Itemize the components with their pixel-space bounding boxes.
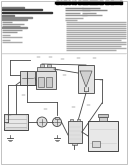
- Bar: [2, 19, 27, 20]
- Bar: [89, 0, 90, 4]
- Bar: [100, 0, 101, 4]
- Bar: [37, 67, 55, 71]
- Bar: [65, 19, 77, 20]
- Bar: [55, 116, 59, 119]
- Bar: [20, 71, 35, 85]
- Bar: [65, 0, 66, 4]
- Bar: [2, 21, 12, 22]
- Bar: [92, 141, 100, 147]
- Bar: [87, 0, 88, 4]
- Bar: [117, 0, 118, 4]
- Bar: [75, 0, 76, 4]
- Bar: [72, 143, 77, 145]
- Bar: [77, 119, 80, 121]
- Bar: [2, 17, 32, 18]
- Bar: [83, 0, 84, 4]
- Bar: [82, 7, 100, 8]
- Bar: [65, 7, 83, 8]
- Bar: [85, 0, 86, 4]
- Bar: [56, 0, 57, 4]
- Bar: [113, 0, 114, 4]
- Bar: [68, 121, 82, 143]
- Bar: [78, 0, 79, 4]
- Bar: [93, 0, 94, 4]
- Bar: [2, 36, 22, 37]
- Bar: [36, 71, 56, 89]
- Bar: [110, 0, 111, 4]
- Bar: [2, 27, 27, 28]
- Bar: [99, 117, 107, 121]
- Bar: [72, 0, 73, 4]
- Bar: [90, 0, 91, 4]
- Bar: [58, 0, 59, 4]
- Bar: [46, 77, 52, 87]
- Bar: [69, 0, 70, 4]
- Bar: [91, 0, 92, 4]
- Bar: [70, 119, 73, 121]
- Bar: [78, 65, 94, 93]
- Bar: [79, 0, 80, 4]
- Bar: [98, 0, 99, 4]
- Bar: [84, 0, 85, 4]
- Bar: [65, 17, 83, 18]
- Bar: [40, 64, 44, 67]
- Bar: [2, 7, 24, 8]
- Bar: [94, 0, 95, 4]
- Bar: [63, 0, 64, 4]
- Polygon shape: [80, 71, 92, 87]
- Bar: [97, 0, 98, 4]
- Bar: [121, 0, 122, 4]
- Bar: [38, 77, 44, 87]
- Bar: [107, 0, 108, 4]
- Bar: [95, 0, 96, 4]
- Bar: [2, 12, 52, 13]
- Bar: [2, 9, 42, 10]
- Bar: [92, 0, 93, 4]
- Bar: [74, 0, 75, 4]
- Bar: [2, 39, 10, 40]
- Bar: [82, 0, 83, 4]
- Bar: [2, 34, 10, 35]
- Bar: [60, 0, 61, 4]
- Bar: [111, 0, 112, 4]
- Bar: [120, 0, 121, 4]
- Bar: [88, 121, 118, 151]
- Bar: [66, 0, 67, 4]
- Bar: [4, 114, 28, 130]
- Bar: [57, 0, 58, 4]
- Circle shape: [52, 117, 61, 127]
- Bar: [64, 0, 65, 4]
- Bar: [5, 115, 27, 129]
- Bar: [2, 15, 14, 16]
- Circle shape: [37, 117, 47, 127]
- Bar: [61, 0, 62, 4]
- Bar: [105, 0, 106, 4]
- Bar: [68, 0, 69, 4]
- Bar: [47, 64, 51, 67]
- Bar: [99, 0, 100, 4]
- Bar: [2, 23, 24, 24]
- Bar: [80, 0, 81, 4]
- Bar: [108, 0, 109, 4]
- Bar: [115, 0, 116, 4]
- Bar: [106, 0, 107, 4]
- Bar: [98, 114, 108, 117]
- Bar: [119, 0, 120, 4]
